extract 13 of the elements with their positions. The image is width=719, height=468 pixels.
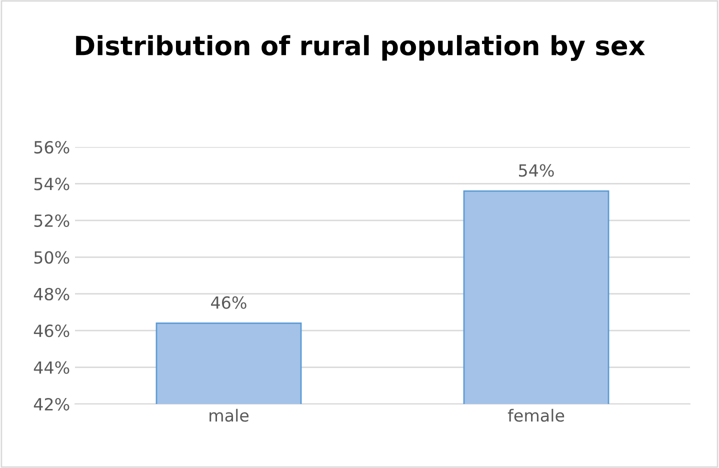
y-tick-label: 48% bbox=[34, 288, 70, 300]
x-tick-label: male bbox=[210, 408, 249, 422]
y-tick-label: 56% bbox=[34, 140, 70, 154]
chart-title: Distribution of rural population by sex bbox=[76, 35, 645, 61]
x-tick-label: female bbox=[508, 408, 564, 422]
data-label: 46% bbox=[211, 296, 246, 309]
y-tick-label: 46% bbox=[34, 324, 70, 338]
y-tick-label: 50% bbox=[34, 251, 70, 264]
data-label: 54% bbox=[519, 164, 554, 177]
y-tick-label: 54% bbox=[34, 178, 70, 190]
y-tick-label: 42% bbox=[34, 398, 70, 411]
y-tick-label: 52% bbox=[34, 214, 70, 227]
y-tick-label: 44% bbox=[34, 361, 70, 374]
